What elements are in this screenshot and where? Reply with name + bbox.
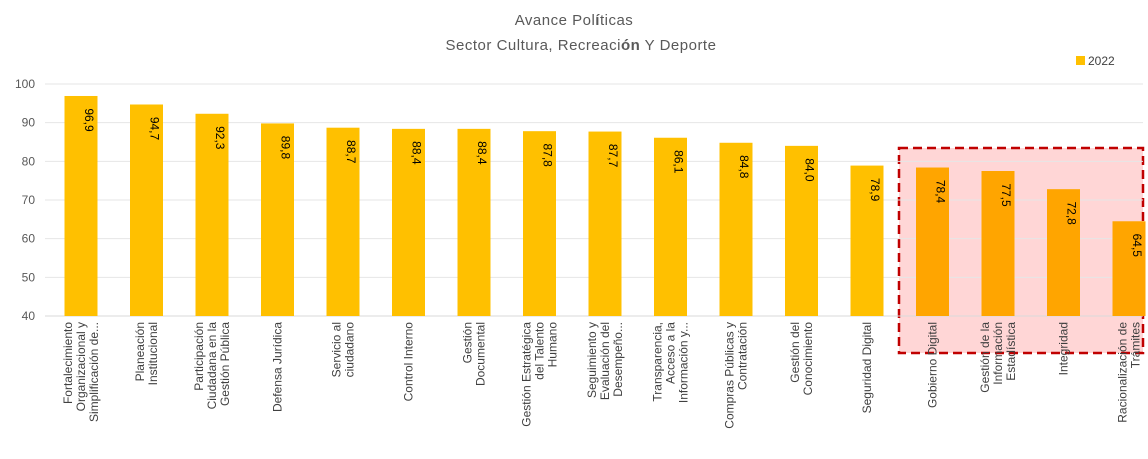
category-label: Control Interno — [402, 322, 416, 402]
category-label: Seguimiento yEvaluación delDesempeño... — [585, 322, 625, 400]
data-label: 88,4 — [475, 141, 489, 165]
y-tick-label: 60 — [22, 232, 36, 246]
category-label: Gestión Estratégicadel TalentoHumano — [520, 322, 560, 427]
bar — [916, 167, 949, 316]
data-label: 64,5 — [1130, 234, 1144, 258]
data-label: 94,7 — [148, 117, 162, 141]
bar — [326, 127, 360, 317]
legend-swatch — [1076, 56, 1085, 65]
bar — [457, 128, 491, 316]
chart-subtitle: Sector Cultura, Recreación Y Deporte — [446, 37, 717, 54]
bar — [64, 95, 98, 316]
bar — [392, 128, 425, 316]
category-label: ParticipaciónCiudadana en laGestión Públ… — [192, 322, 232, 410]
data-label: 96,9 — [82, 108, 96, 132]
category-label: Integridad — [1057, 322, 1071, 375]
data-label: 72,8 — [1065, 201, 1079, 225]
bar — [523, 131, 556, 316]
y-tick-label: 70 — [22, 193, 36, 207]
bar — [1112, 221, 1146, 316]
category-label: Defensa Jurídica — [271, 322, 285, 412]
data-label: 86,1 — [672, 150, 686, 174]
category-label: Gobierno Digital — [926, 322, 940, 408]
y-tick-label: 40 — [22, 309, 36, 323]
y-tick-label: 100 — [15, 77, 35, 91]
data-label: 84,8 — [737, 155, 751, 179]
legend-label: 2022 — [1088, 54, 1115, 68]
category-label: Racionalización deTrámites — [1116, 322, 1143, 423]
category-label: Gestión delConocimiento — [788, 322, 815, 396]
data-label: 87,7 — [606, 144, 620, 168]
bar — [850, 165, 884, 316]
data-label: 78,4 — [934, 180, 948, 204]
bar — [261, 123, 294, 316]
data-label: 92,3 — [213, 126, 227, 150]
data-label: 88,7 — [344, 140, 358, 164]
data-label: 77,5 — [999, 183, 1013, 207]
bar — [719, 142, 753, 316]
category-label: Transparencia,Acceso a laInformación y..… — [651, 322, 691, 403]
data-label: 88,4 — [410, 141, 424, 165]
bar — [654, 137, 687, 316]
category-label: Servicio alciudadano — [330, 322, 357, 378]
data-label: 89,8 — [279, 136, 293, 160]
data-label: 78,9 — [868, 178, 882, 202]
bar — [130, 104, 163, 316]
chart-title: Avance Políticas — [515, 12, 634, 29]
bar — [195, 113, 229, 316]
bar — [785, 145, 818, 316]
bar — [588, 131, 622, 316]
y-tick-label: 80 — [22, 154, 36, 168]
y-tick-label: 90 — [22, 116, 36, 130]
category-label: FortalecimientoOrganizacional ySimplific… — [61, 322, 101, 422]
category-label: Gestión de laInformaciónEstadística — [978, 322, 1018, 393]
bar — [981, 171, 1015, 316]
category-label: PlaneaciónInstitucional — [133, 322, 160, 385]
category-label: Compras Públicas yContratación — [723, 322, 750, 429]
category-label: Seguridad Digital — [860, 322, 874, 413]
data-label: 87,8 — [541, 143, 555, 167]
data-label: 84,0 — [803, 158, 817, 182]
category-label: GestiónDocumental — [461, 322, 488, 386]
bar — [1047, 189, 1080, 316]
legend: 2022 — [1076, 54, 1115, 68]
y-tick-label: 50 — [22, 270, 36, 284]
